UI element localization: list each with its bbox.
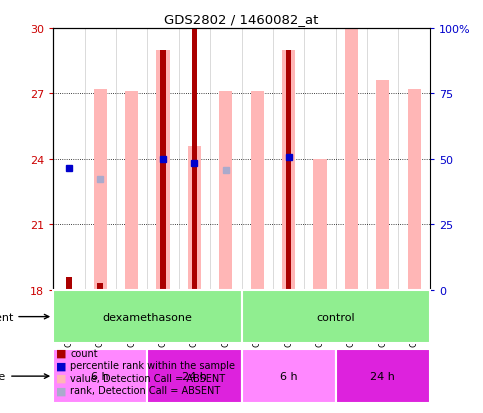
Bar (94, 90, 107, 290)
Bar (188, 147, 201, 290)
Text: 6 h: 6 h (280, 371, 298, 381)
Bar (242, 290, 430, 344)
Text: ■: ■ (56, 373, 66, 383)
Bar (156, 51, 170, 290)
Text: 24 h: 24 h (182, 371, 207, 381)
Bar (408, 90, 421, 290)
Text: agent: agent (0, 312, 49, 322)
Bar (282, 51, 295, 290)
Bar (147, 349, 242, 403)
Bar (66, 277, 71, 290)
Bar (160, 51, 166, 290)
Text: rank, Detection Call = ABSENT: rank, Detection Call = ABSENT (70, 385, 220, 395)
Text: ■: ■ (56, 348, 66, 358)
Bar (192, 29, 197, 290)
Bar (53, 290, 242, 344)
Bar (345, 29, 358, 290)
Text: 6 h: 6 h (91, 371, 109, 381)
Text: time: time (0, 371, 49, 381)
Bar (336, 349, 430, 403)
Text: 24 h: 24 h (370, 371, 395, 381)
Text: control: control (316, 312, 355, 322)
Bar (251, 92, 264, 290)
Bar (53, 349, 147, 403)
Text: ■: ■ (56, 385, 66, 395)
Bar (313, 159, 327, 290)
Text: dexamethasone: dexamethasone (102, 312, 192, 322)
Bar (376, 81, 389, 290)
Text: count: count (70, 348, 98, 358)
Bar (242, 349, 336, 403)
Bar (125, 92, 138, 290)
Bar (219, 92, 232, 290)
Text: value, Detection Call = ABSENT: value, Detection Call = ABSENT (70, 373, 225, 383)
Bar (286, 51, 291, 290)
Text: ■: ■ (56, 361, 66, 370)
Title: GDS2802 / 1460082_at: GDS2802 / 1460082_at (164, 13, 319, 26)
Bar (98, 284, 103, 290)
Text: percentile rank within the sample: percentile rank within the sample (70, 361, 235, 370)
